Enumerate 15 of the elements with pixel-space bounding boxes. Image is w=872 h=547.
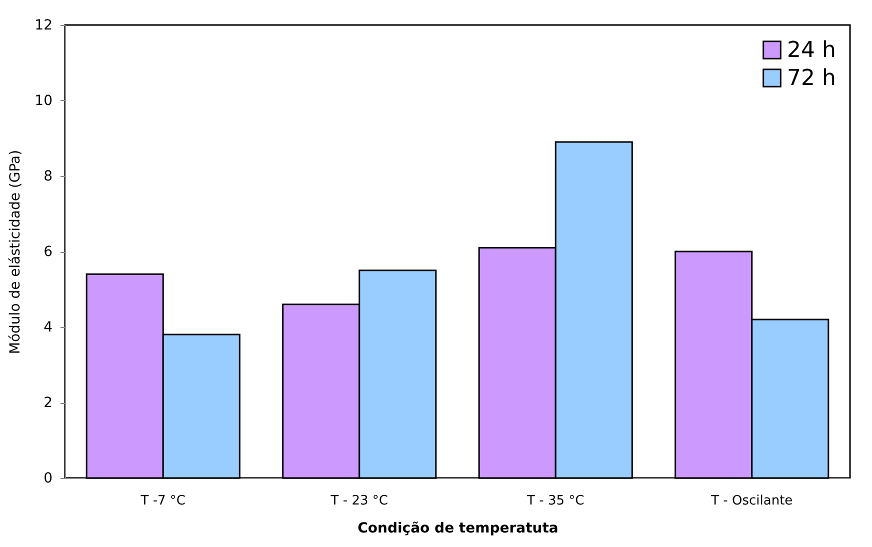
x-tick-label: T - 35 °C <box>526 494 584 508</box>
y-tick-label: 4 <box>44 320 53 336</box>
y-axis-title: Módulo de elásticidade (GPa) <box>8 150 24 354</box>
x-tick-label: T -7 °C <box>140 494 186 508</box>
legend-label: 72 h <box>787 66 836 91</box>
legend-label: 24 h <box>787 38 836 63</box>
y-tick-label: 12 <box>34 18 52 34</box>
y-tick-label: 2 <box>44 395 52 411</box>
y-tick-label: 10 <box>34 93 52 109</box>
x-tick-label: T - 23 °C <box>330 494 388 508</box>
x-tick-label: T - Oscilante <box>710 494 793 508</box>
y-tick-label: 8 <box>44 168 52 184</box>
x-axis-title: Condição de temperatuta <box>358 520 558 536</box>
y-tick-label: 6 <box>44 244 53 260</box>
y-tick-label: 0 <box>44 470 52 486</box>
